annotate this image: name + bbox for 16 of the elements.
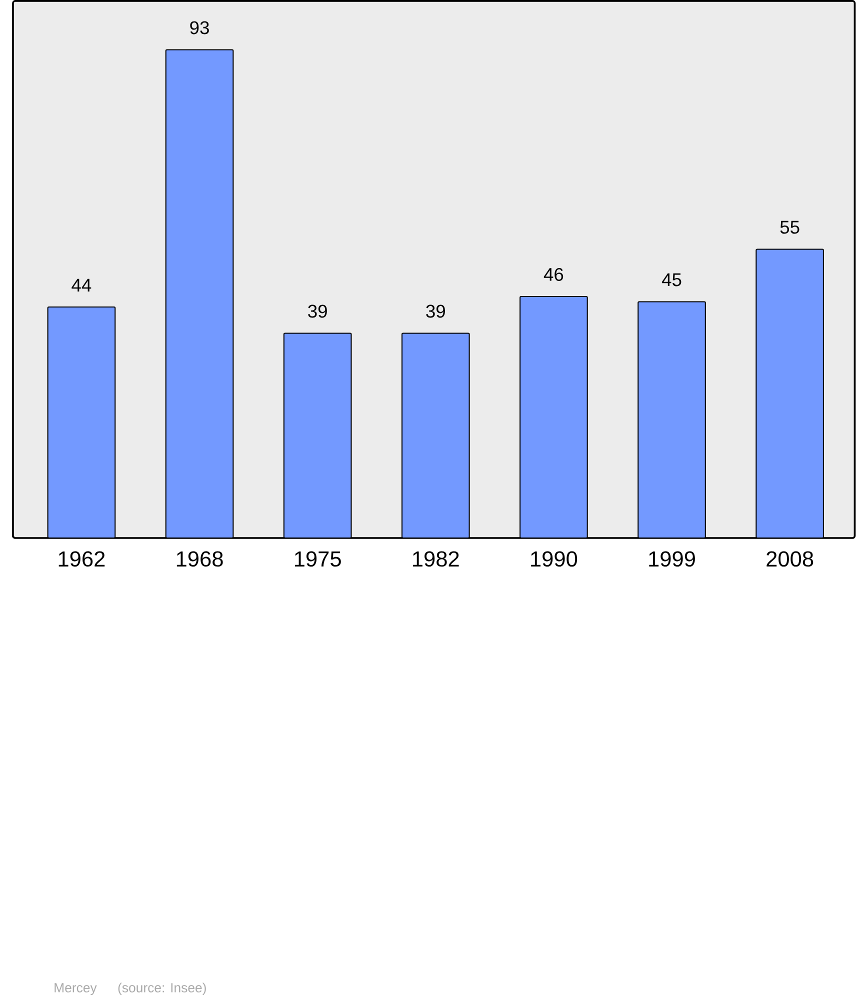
data-label: 39 bbox=[426, 304, 446, 318]
text: Mercey bbox=[54, 983, 97, 995]
x-tick-label: 2008 bbox=[766, 551, 814, 567]
x-tick-label: 1968 bbox=[177, 551, 223, 567]
x-tick-label: 1962 bbox=[59, 551, 105, 567]
data-label: 44 bbox=[72, 278, 92, 292]
data-label: 46 bbox=[544, 268, 564, 281]
x-tick-label: 1990 bbox=[531, 551, 578, 567]
x-tick-label: 1999 bbox=[649, 551, 696, 567]
data-label: 39 bbox=[308, 304, 328, 318]
text: (source: Insee) bbox=[118, 982, 206, 995]
x-tick-label: 1982 bbox=[413, 551, 459, 567]
x-tick-label: 1975 bbox=[295, 551, 342, 567]
data-label: 55 bbox=[780, 220, 800, 234]
data-label: 45 bbox=[662, 273, 682, 286]
data-label: 93 bbox=[190, 21, 210, 34]
